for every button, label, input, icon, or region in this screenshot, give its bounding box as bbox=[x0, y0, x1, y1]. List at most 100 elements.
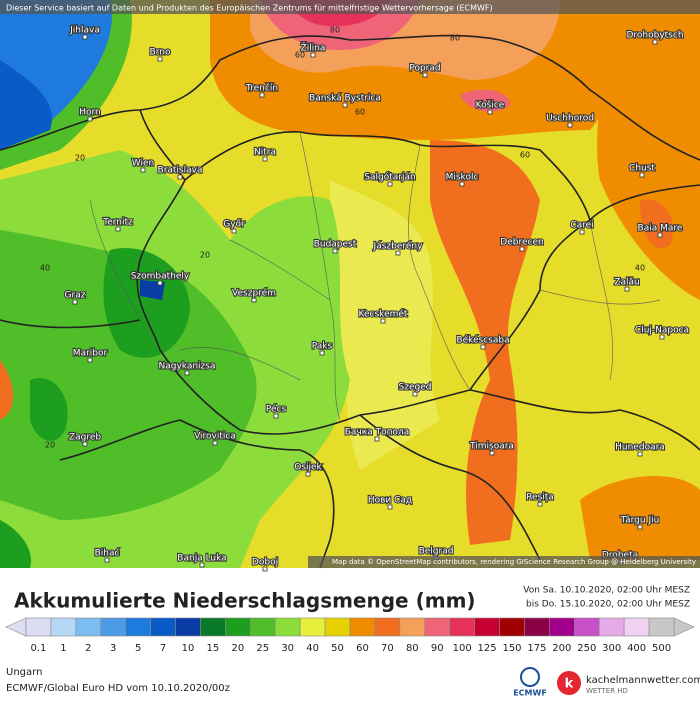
legend-label: 250 bbox=[577, 643, 596, 654]
city-dot bbox=[72, 299, 78, 305]
city-dot bbox=[637, 451, 643, 457]
city-dot bbox=[489, 450, 495, 456]
city-dot bbox=[395, 250, 401, 256]
precip-map: Dieser Service basiert auf Daten und Pro… bbox=[0, 0, 700, 572]
legend-label: 125 bbox=[478, 643, 497, 654]
city-dot bbox=[567, 122, 573, 128]
legend-swatch bbox=[598, 617, 625, 637]
legend-swatch bbox=[150, 617, 176, 637]
city-label: Carei bbox=[570, 221, 593, 231]
legend-swatch bbox=[274, 617, 301, 637]
city-label: Budapest bbox=[314, 240, 357, 250]
city-label: Paks bbox=[312, 342, 333, 352]
city-label: Reșița bbox=[526, 493, 554, 503]
legend-label: 50 bbox=[331, 643, 344, 654]
city-dot bbox=[305, 471, 311, 477]
legend-swatch bbox=[25, 617, 52, 637]
legend-swatch bbox=[374, 617, 401, 637]
city-dot bbox=[82, 34, 88, 40]
legend-label: 150 bbox=[502, 643, 521, 654]
legend-label: 300 bbox=[602, 643, 621, 654]
city-dot bbox=[422, 72, 428, 78]
city-label: Banská Bystrica bbox=[309, 94, 381, 104]
model-run: ECMWF/Global Euro HD vom 10.10.2020/00z bbox=[6, 683, 230, 694]
legend-swatch bbox=[250, 617, 276, 637]
city-label: Nitra bbox=[254, 148, 276, 158]
city-dot bbox=[251, 297, 257, 303]
city-label: Salgótarján bbox=[364, 172, 415, 183]
city-label: Hunedoara bbox=[615, 443, 665, 453]
city-label: Szeged bbox=[399, 383, 432, 393]
legend-arrow-left bbox=[5, 617, 27, 637]
city-label: Miskolc bbox=[446, 173, 479, 183]
legend-label: 80 bbox=[406, 643, 419, 654]
contour-label: 20 bbox=[75, 154, 85, 163]
city-dot bbox=[342, 102, 348, 108]
city-dot bbox=[412, 391, 418, 397]
city-label: Bratislava bbox=[158, 166, 203, 176]
city-label: Bihać bbox=[95, 548, 120, 559]
city-dot bbox=[310, 52, 316, 58]
legend-swatch bbox=[75, 617, 102, 637]
legend-swatch bbox=[574, 617, 600, 637]
legend-swatch bbox=[524, 617, 550, 637]
city-label: Zagreb bbox=[69, 433, 101, 443]
legend-label: 0.1 bbox=[31, 643, 47, 654]
legend-swatch bbox=[499, 617, 525, 637]
city-label: Zalău bbox=[614, 278, 639, 288]
contour-label: 60 bbox=[520, 151, 530, 160]
city-dot bbox=[659, 334, 665, 340]
city-dot bbox=[115, 226, 121, 232]
legend-label: 5 bbox=[135, 643, 141, 654]
contour-label: 80 bbox=[450, 34, 460, 43]
legend-label: 200 bbox=[552, 643, 571, 654]
ecmwf-icon bbox=[520, 667, 540, 687]
brand: kachelmannwetter.com bbox=[586, 675, 700, 686]
contour-label: 60 bbox=[295, 51, 305, 60]
city-dot bbox=[262, 156, 268, 162]
city-dot bbox=[387, 504, 393, 510]
city-dot bbox=[480, 344, 486, 350]
city-label: Trenčín bbox=[245, 83, 278, 94]
legend-label: 500 bbox=[652, 643, 671, 654]
city-dot bbox=[519, 246, 525, 252]
legend-label: 15 bbox=[207, 643, 220, 654]
legend-swatch bbox=[324, 617, 351, 637]
city-dot bbox=[259, 92, 265, 98]
city-dot bbox=[87, 357, 93, 363]
city-label: Békéscsaba bbox=[456, 335, 509, 346]
ecmwf-logo: ECMWF bbox=[513, 689, 547, 698]
attribution: Map data © OpenStreetMap contributors, r… bbox=[332, 558, 696, 566]
city-label: Žilina bbox=[301, 42, 326, 54]
city-label: Nagykanizsa bbox=[159, 362, 216, 372]
city-dot bbox=[387, 181, 393, 187]
city-label: Debrecen bbox=[500, 238, 543, 248]
city-label: Jászberény bbox=[373, 241, 424, 252]
period-to: bis Do. 15.10.2020, 02:00 Uhr MESZ bbox=[526, 600, 690, 610]
city-dot bbox=[262, 566, 268, 572]
legend-swatch bbox=[100, 617, 126, 637]
footer: Akkumulierte Niederschlagsmenge (mm) Von… bbox=[5, 586, 700, 698]
legend-label: 3 bbox=[110, 643, 116, 654]
city-label: Cluj-Napoca bbox=[635, 326, 689, 336]
city-dot bbox=[199, 562, 205, 568]
city-dot bbox=[332, 248, 338, 254]
legend-swatch bbox=[648, 617, 675, 637]
legend-label: 70 bbox=[381, 643, 394, 654]
legend-label: 30 bbox=[281, 643, 294, 654]
legend-swatch bbox=[299, 617, 326, 637]
city-label: Virovitica bbox=[194, 432, 236, 442]
city-label: Нови Сад bbox=[368, 496, 412, 506]
city-dot bbox=[624, 286, 630, 292]
city-label: Ternitz bbox=[102, 218, 133, 228]
legend-label: 100 bbox=[453, 643, 472, 654]
city-label: Pécs bbox=[266, 404, 287, 415]
city-dot bbox=[639, 172, 645, 178]
contour-label: 40 bbox=[40, 264, 50, 273]
city-label: Horn bbox=[79, 108, 101, 118]
city-label: Košice bbox=[476, 100, 505, 111]
city-label: Baia Mare bbox=[638, 224, 683, 234]
contour-label: 60 bbox=[355, 108, 365, 117]
